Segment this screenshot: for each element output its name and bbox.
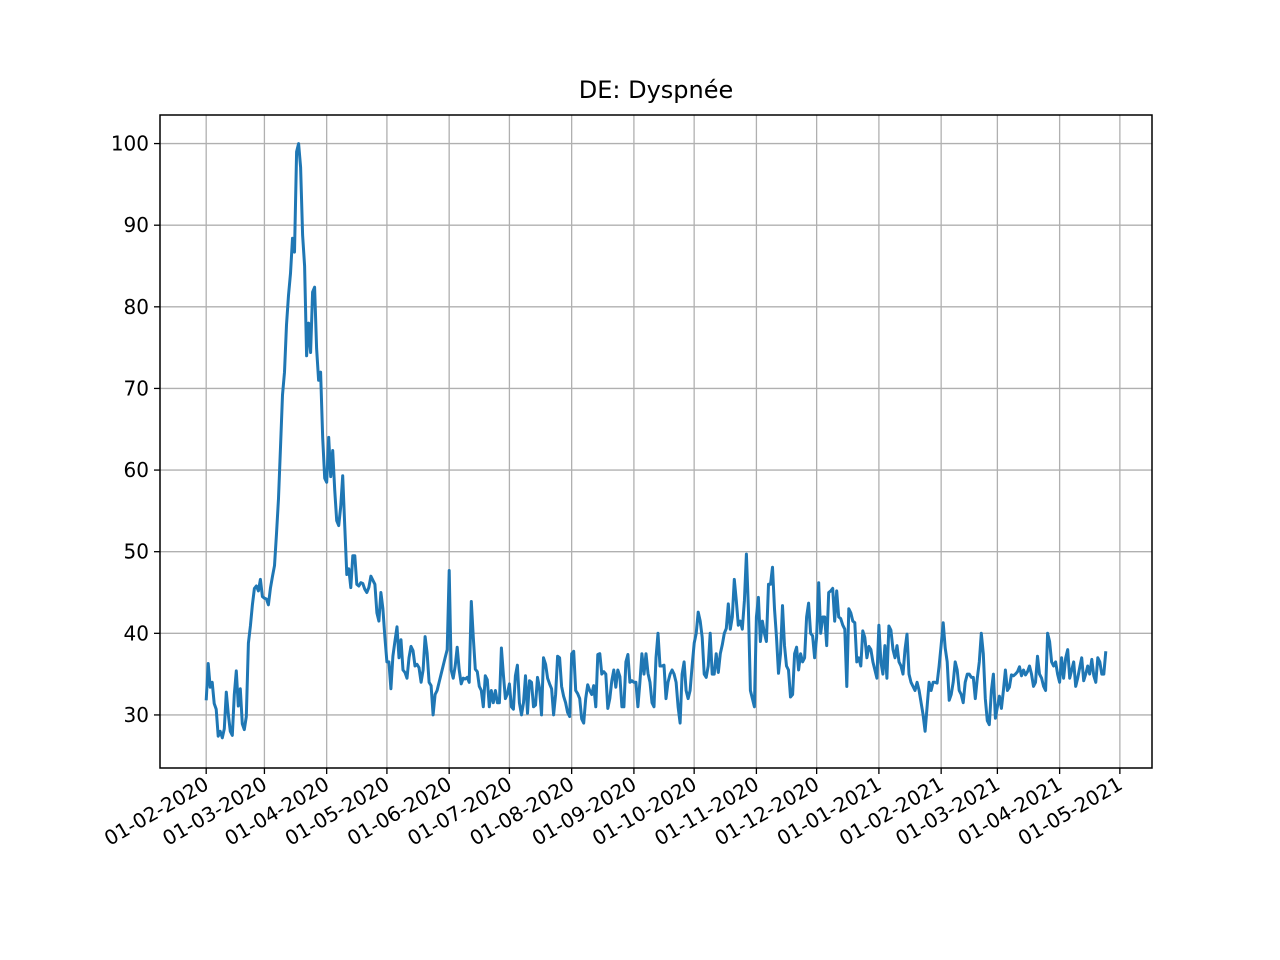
y-axis: 30 40 50 60 70 80 90 100	[111, 132, 160, 727]
y-tick-label: 70	[124, 376, 149, 400]
series-layer	[204, 142, 1108, 740]
y-tick-label: 40	[124, 621, 149, 645]
y-tick-label: 30	[124, 703, 149, 727]
chart-title: DE: Dyspnée	[579, 76, 734, 104]
y-tick-label: 90	[124, 213, 149, 237]
y-tick-label: 50	[124, 540, 149, 564]
y-tick-label: 60	[124, 458, 149, 482]
y-tick-label: 80	[124, 295, 149, 319]
y-tick-label: 100	[111, 132, 149, 156]
plot-frame	[159, 114, 1153, 769]
series-line	[204, 142, 1108, 740]
